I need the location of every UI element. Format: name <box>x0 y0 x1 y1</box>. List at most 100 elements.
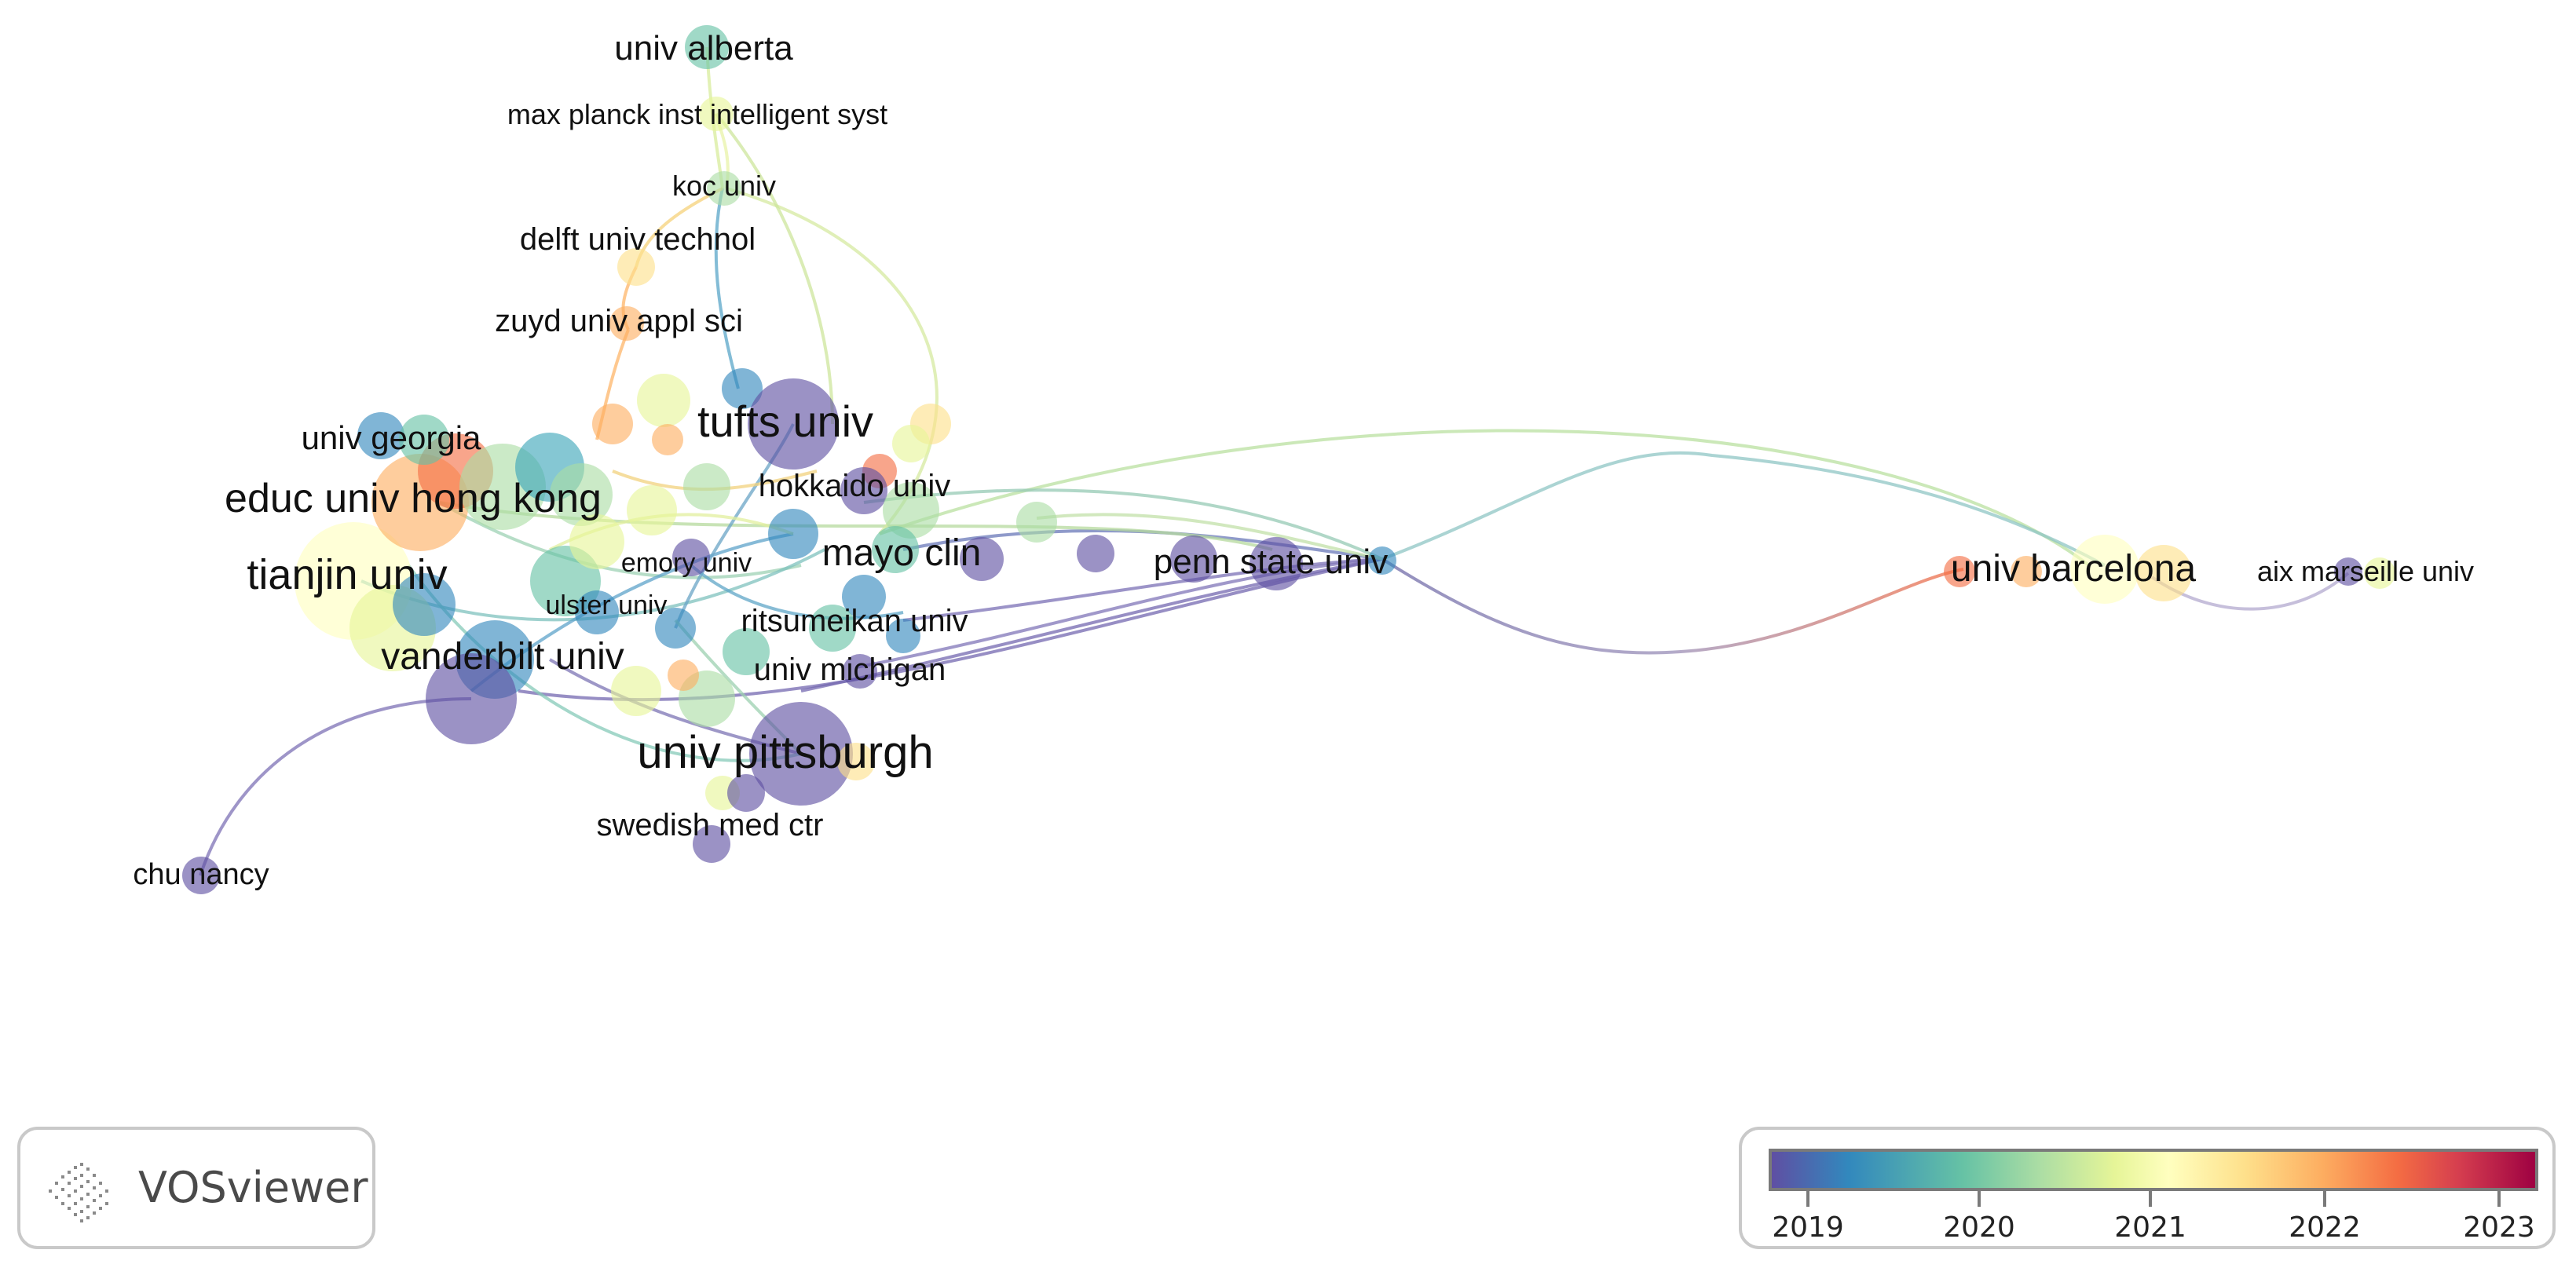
label-layer: univ alberta max planck inst intelligent… <box>133 29 2474 891</box>
node-orange-top[interactable] <box>592 404 633 444</box>
label-vanderbilt-univ[interactable]: vanderbilt univ <box>381 636 624 678</box>
node-mayo[interactable] <box>768 509 818 559</box>
label-ritsumeikan-univ[interactable]: ritsumeikan univ <box>741 604 968 638</box>
node-aix-yellow[interactable] <box>2364 557 2395 589</box>
link-penn-barcelona <box>1381 451 2106 567</box>
legend-tick-2021 <box>2149 1191 2152 1207</box>
label-chu-nancy[interactable]: chu nancy <box>133 858 269 891</box>
node-pittsburgh[interactable] <box>749 702 853 806</box>
label-univ-barcelona[interactable]: univ barcelona <box>1951 548 2197 590</box>
node-tufts-yg[interactable] <box>892 425 930 462</box>
node-michigan[interactable] <box>843 654 877 689</box>
legend-year-2020: 2020 <box>1943 1211 2015 1244</box>
node-hokkaido[interactable] <box>840 467 887 514</box>
link-penn-barcelona-low <box>1381 557 1964 655</box>
node-purple-r2[interactable] <box>1170 535 1217 583</box>
link-penn-mid <box>1036 513 1383 561</box>
label-mayo-clin[interactable]: mayo clin <box>822 532 982 574</box>
node-swedish-purple[interactable] <box>727 774 765 812</box>
label-univ-pittsburgh[interactable]: univ pittsburgh <box>637 727 933 778</box>
node-penn-blue[interactable] <box>1368 546 1396 575</box>
label-swedish-med-ctr[interactable]: swedish med ctr <box>597 808 824 842</box>
label-univ-georgia[interactable]: univ georgia <box>302 419 481 456</box>
overlay-color-legend: 2019 2020 2021 2022 2023 <box>1739 1127 2556 1249</box>
node-orange-low[interactable] <box>668 660 699 691</box>
node-green-3[interactable] <box>683 463 730 510</box>
node-yg-left[interactable] <box>569 514 624 569</box>
node-georgia[interactable] <box>357 412 404 459</box>
link-cluster-1 <box>439 501 802 579</box>
legend-color-bar <box>1769 1149 2538 1191</box>
legend-tick-2019 <box>1806 1191 1809 1207</box>
label-aix-marseille-univ[interactable]: aix marseille univ <box>2257 555 2474 587</box>
link-ritsu-penn <box>902 557 1383 622</box>
link-chu-vanderbilt <box>199 697 472 876</box>
label-hokkaido-univ[interactable]: hokkaido univ <box>759 469 951 503</box>
vosviewer-logo: VOSviewer <box>17 1127 375 1249</box>
node-ulster[interactable] <box>575 590 619 634</box>
node-georgia-b[interactable] <box>399 415 449 465</box>
legend-year-2023: 2023 <box>2463 1211 2535 1244</box>
node-koc[interactable] <box>707 171 741 206</box>
node-tianjin-c[interactable] <box>393 573 456 636</box>
label-tufts-univ[interactable]: tufts univ <box>697 396 873 446</box>
node-purple-r1[interactable] <box>1077 535 1114 572</box>
label-penn-state-univ[interactable]: penn state univ <box>1154 543 1388 581</box>
label-tianjin-univ[interactable]: tianjin univ <box>247 551 447 598</box>
node-max-planck[interactable] <box>699 97 734 131</box>
node-barcelona-orange[interactable] <box>2011 556 2042 587</box>
node-mid-blue[interactable] <box>842 575 886 619</box>
node-blue-mid[interactable] <box>655 608 696 649</box>
label-zuyd-univ[interactable]: zuyd univ appl sci <box>495 304 743 338</box>
node-yellow-low[interactable] <box>611 666 661 716</box>
label-univ-michigan[interactable]: univ michigan <box>754 652 946 687</box>
vosviewer-brand-text: VOSviewer <box>138 1163 368 1212</box>
node-barcelona-red[interactable] <box>1944 556 1975 587</box>
legend-tick-2020 <box>1978 1191 1981 1207</box>
node-blue-top[interactable] <box>722 368 763 409</box>
link-cluster-9 <box>690 564 904 620</box>
node-ritsu[interactable] <box>809 605 856 652</box>
node-green-4[interactable] <box>883 482 939 539</box>
node-ritsu-blue[interactable] <box>886 619 920 653</box>
node-penn-state[interactable] <box>1250 537 1303 590</box>
node-emory[interactable] <box>672 539 710 576</box>
label-koc-univ[interactable]: koc univ <box>672 170 776 202</box>
legend-year-2022: 2022 <box>2289 1211 2361 1244</box>
node-vanderbilt-purple[interactable] <box>426 653 517 744</box>
node-orange-2[interactable] <box>652 424 683 455</box>
node-tufts[interactable] <box>748 378 839 470</box>
link-koc-tufts <box>714 188 740 389</box>
node-yellow-2[interactable] <box>627 485 677 535</box>
label-emory-univ[interactable]: emory univ <box>621 548 752 578</box>
link-cluster-8 <box>407 564 802 762</box>
legend-year-2019: 2019 <box>1772 1211 1844 1244</box>
node-teal-low[interactable] <box>723 628 770 675</box>
node-mayo-teal[interactable] <box>872 526 919 573</box>
label-univ-alberta[interactable]: univ alberta <box>614 29 793 68</box>
label-ulster-univ[interactable]: ulster univ <box>546 590 668 620</box>
node-barcelona[interactable] <box>2070 535 2139 604</box>
node-yellow-top[interactable] <box>637 374 690 427</box>
label-educ-univ-hong-kong[interactable]: educ univ hong kong <box>225 476 602 521</box>
node-mayo-purple[interactable] <box>960 537 1004 581</box>
link-max-tufts <box>715 112 834 425</box>
node-alberta[interactable] <box>685 25 729 69</box>
vosviewer-logo-icon <box>49 1163 108 1222</box>
label-delft-univ[interactable]: delft univ technol <box>520 222 756 257</box>
legend-tick-2022 <box>2323 1191 2326 1207</box>
node-chu-nancy[interactable] <box>182 857 220 894</box>
node-barcelona-b[interactable] <box>2135 545 2192 601</box>
legend-tick-2023 <box>2497 1191 2501 1207</box>
node-delft[interactable] <box>617 248 655 286</box>
node-green-mid[interactable] <box>550 463 613 526</box>
link-hokkaido-penn <box>863 488 1383 561</box>
node-pitt-yellow[interactable] <box>837 743 875 780</box>
node-zuyd[interactable] <box>609 306 644 341</box>
link-michigan-penn <box>855 557 1383 669</box>
label-max-planck[interactable]: max planck inst intelligent syst <box>507 98 887 130</box>
node-mid-right-yg[interactable] <box>1016 502 1057 543</box>
node-swedish[interactable] <box>693 825 730 863</box>
node-aix[interactable] <box>2334 557 2362 586</box>
